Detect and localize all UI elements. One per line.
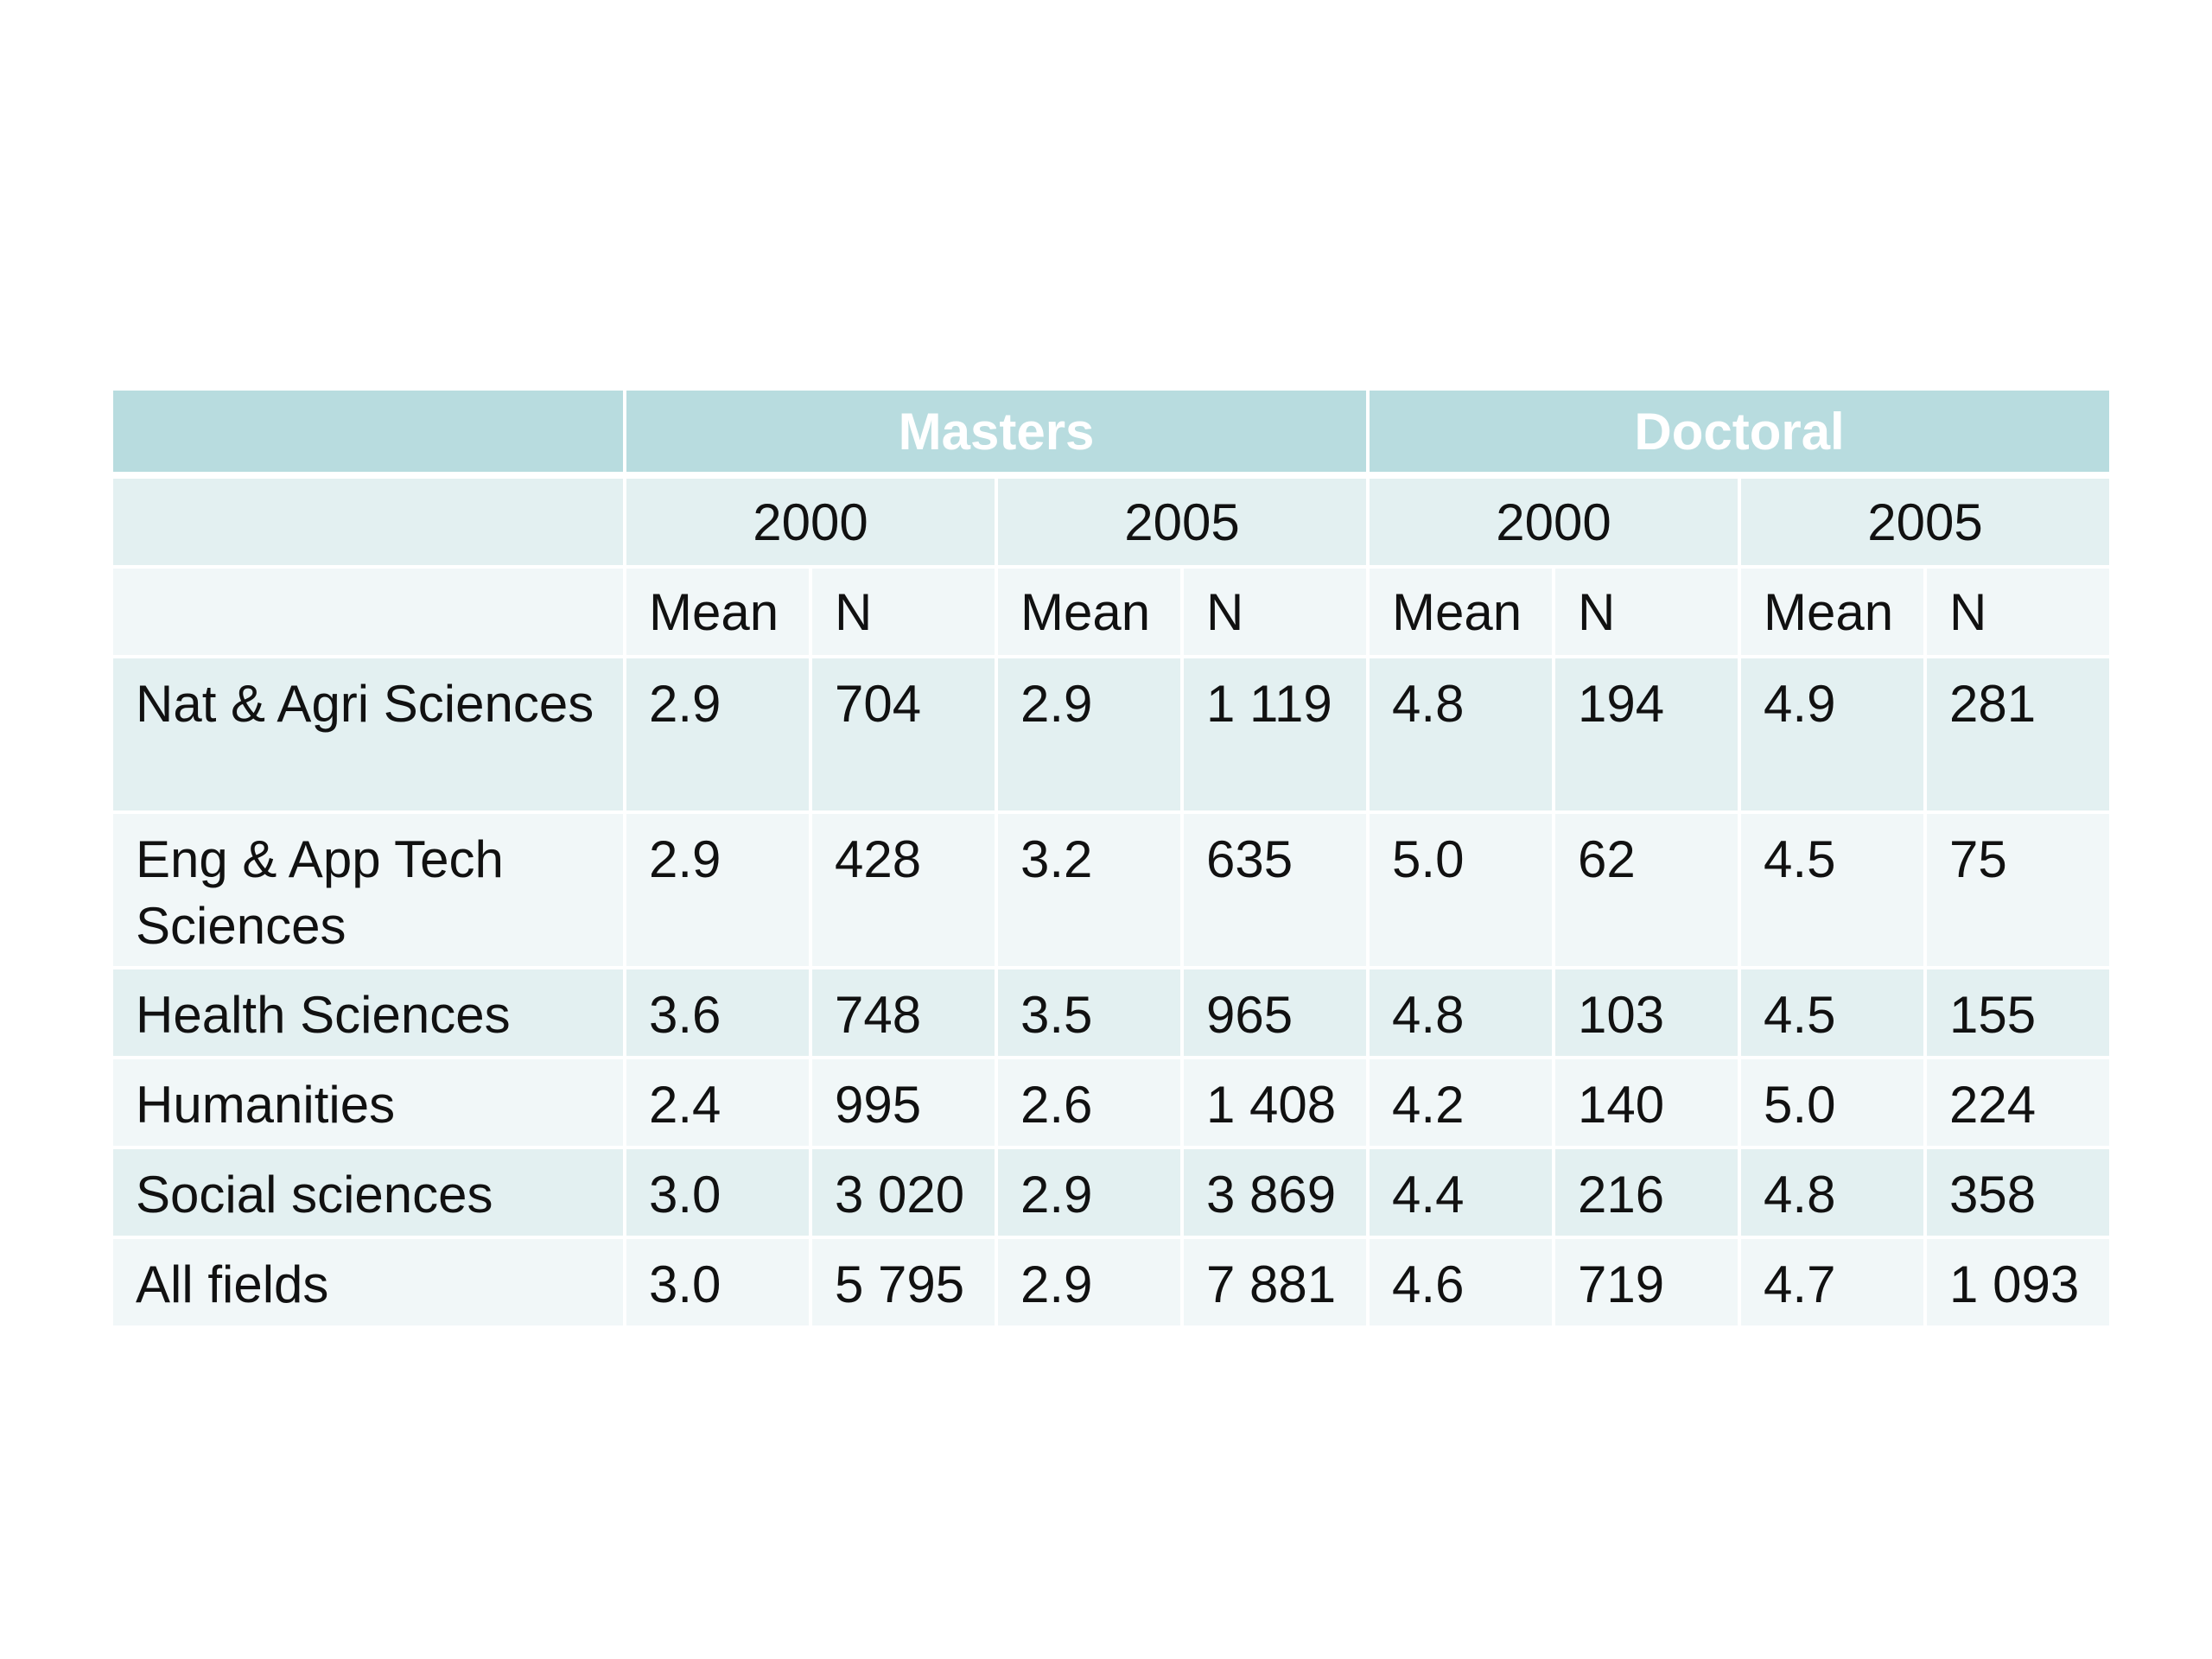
doctoral-2005-n: 224 <box>1927 1059 2110 1149</box>
masters-2005-mean: 2.9 <box>998 1239 1184 1329</box>
mean-header: Mean <box>1370 569 1556 658</box>
masters-2005-n: 7 881 <box>1184 1239 1370 1329</box>
masters-2000-n: 748 <box>812 969 998 1059</box>
doctoral-2000-mean: 4.6 <box>1370 1239 1556 1329</box>
statistics-table: Masters Doctoral 2000 2005 2000 2005 Mea… <box>113 391 2110 1329</box>
masters-2000-mean: 3.6 <box>626 969 812 1059</box>
mean-header: Mean <box>626 569 812 658</box>
year-header-row: 2000 2005 2000 2005 <box>113 479 2110 569</box>
doctoral-2005-mean: 4.9 <box>1741 658 1928 814</box>
doctoral-2005-mean: 4.7 <box>1741 1239 1928 1329</box>
year-header: 2005 <box>998 479 1370 569</box>
year-header: 2000 <box>1370 479 1742 569</box>
masters-2000-mean: 2.9 <box>626 814 812 969</box>
measure-header-row: Mean N Mean N Mean N Mean N <box>113 569 2110 658</box>
n-header: N <box>1927 569 2110 658</box>
masters-2005-n: 1 119 <box>1184 658 1370 814</box>
field-label: Social sciences <box>113 1149 626 1239</box>
doctoral-2000-n: 194 <box>1555 658 1742 814</box>
masters-2000-n: 704 <box>812 658 998 814</box>
n-header: N <box>1184 569 1370 658</box>
field-label: Nat & Agri Sciences <box>113 658 626 814</box>
empty-header-cell <box>113 391 626 479</box>
doctoral-2005-n: 358 <box>1927 1149 2110 1239</box>
masters-2005-mean: 3.2 <box>998 814 1184 969</box>
doctoral-2000-n: 62 <box>1555 814 1742 969</box>
empty-year-cell <box>113 479 626 569</box>
doctoral-2005-mean: 4.5 <box>1741 969 1928 1059</box>
masters-2000-n: 995 <box>812 1059 998 1149</box>
doctoral-2000-n: 719 <box>1555 1239 1742 1329</box>
table-row: Eng & App Tech Sciences 2.9 428 3.2 635 … <box>113 814 2110 969</box>
masters-2005-mean: 2.9 <box>998 658 1184 814</box>
year-header: 2000 <box>626 479 998 569</box>
n-header: N <box>1555 569 1742 658</box>
table-row: Nat & Agri Sciences 2.9 704 2.9 1 119 4.… <box>113 658 2110 814</box>
masters-2005-mean: 3.5 <box>998 969 1184 1059</box>
doctoral-2005-n: 75 <box>1927 814 2110 969</box>
doctoral-2000-mean: 4.4 <box>1370 1149 1556 1239</box>
doctoral-header: Doctoral <box>1370 391 2110 479</box>
field-label: All fields <box>113 1239 626 1329</box>
doctoral-2000-mean: 5.0 <box>1370 814 1556 969</box>
masters-header: Masters <box>626 391 1370 479</box>
doctoral-2005-mean: 5.0 <box>1741 1059 1928 1149</box>
year-header: 2005 <box>1741 479 2110 569</box>
masters-2005-n: 1 408 <box>1184 1059 1370 1149</box>
masters-2005-n: 635 <box>1184 814 1370 969</box>
mean-header: Mean <box>1741 569 1928 658</box>
mean-header: Mean <box>998 569 1184 658</box>
doctoral-2000-n: 140 <box>1555 1059 1742 1149</box>
table-row: Health Sciences 3.6 748 3.5 965 4.8 103 … <box>113 969 2110 1059</box>
doctoral-2000-n: 216 <box>1555 1149 1742 1239</box>
field-label: Eng & App Tech Sciences <box>113 814 626 969</box>
field-label: Health Sciences <box>113 969 626 1059</box>
masters-2005-mean: 2.6 <box>998 1059 1184 1149</box>
degree-header-row: Masters Doctoral <box>113 391 2110 479</box>
doctoral-2000-mean: 4.8 <box>1370 658 1556 814</box>
table-row: All fields 3.0 5 795 2.9 7 881 4.6 719 4… <box>113 1239 2110 1329</box>
table-row: Humanities 2.4 995 2.6 1 408 4.2 140 5.0… <box>113 1059 2110 1149</box>
masters-2000-n: 3 020 <box>812 1149 998 1239</box>
masters-2005-n: 965 <box>1184 969 1370 1059</box>
n-header: N <box>812 569 998 658</box>
masters-2000-mean: 2.4 <box>626 1059 812 1149</box>
doctoral-2005-n: 281 <box>1927 658 2110 814</box>
masters-2000-n: 428 <box>812 814 998 969</box>
masters-2005-n: 3 869 <box>1184 1149 1370 1239</box>
doctoral-2000-mean: 4.2 <box>1370 1059 1556 1149</box>
masters-2000-mean: 3.0 <box>626 1149 812 1239</box>
masters-2000-mean: 2.9 <box>626 658 812 814</box>
masters-2005-mean: 2.9 <box>998 1149 1184 1239</box>
doctoral-2005-n: 1 093 <box>1927 1239 2110 1329</box>
masters-2000-mean: 3.0 <box>626 1239 812 1329</box>
field-label: Humanities <box>113 1059 626 1149</box>
masters-2000-n: 5 795 <box>812 1239 998 1329</box>
doctoral-2000-mean: 4.8 <box>1370 969 1556 1059</box>
doctoral-2005-mean: 4.8 <box>1741 1149 1928 1239</box>
doctoral-2005-n: 155 <box>1927 969 2110 1059</box>
table-row: Social sciences 3.0 3 020 2.9 3 869 4.4 … <box>113 1149 2110 1239</box>
empty-measure-cell <box>113 569 626 658</box>
doctoral-2005-mean: 4.5 <box>1741 814 1928 969</box>
doctoral-2000-n: 103 <box>1555 969 1742 1059</box>
